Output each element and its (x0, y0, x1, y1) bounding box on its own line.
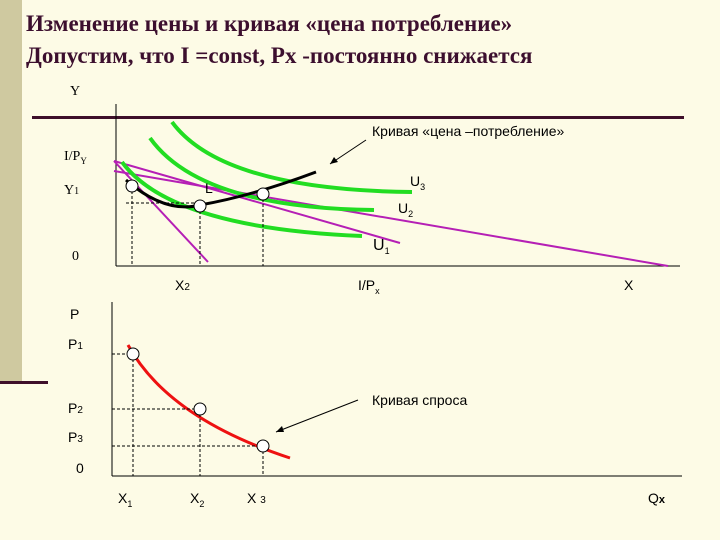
x3-bottom-sub: 3 (260, 495, 266, 506)
y1-text: Y (64, 183, 75, 198)
u2-sub: 2 (408, 208, 414, 219)
u3-sub: 3 (420, 181, 426, 192)
demand-point-1 (126, 347, 140, 361)
p3-text: P (68, 429, 78, 445)
u1-sub: 1 (384, 246, 390, 257)
demand-annotation: Кривая спроса (372, 392, 468, 408)
budget-line-2 (113, 160, 401, 244)
tangency-point-1 (125, 179, 139, 193)
tangency-point-3 (256, 187, 270, 201)
indifference-curve-u1 (120, 160, 363, 238)
indifference-curve-u2 (148, 136, 375, 212)
left-decor-strip (0, 0, 22, 382)
u1-label: U1 (373, 237, 390, 256)
budget-line-1 (113, 160, 209, 263)
x2-top-text: X (175, 277, 185, 293)
bottom-y-axis-label: P (70, 306, 80, 322)
budget-intercept-y-sub: Y (80, 155, 87, 166)
x3-bottom-label: X 3 (247, 490, 266, 506)
bottom-origin-label: 0 (76, 460, 84, 476)
pcc-annotation: Кривая «цена –потребление» (372, 123, 565, 139)
x2-top-label: X2 (175, 277, 190, 293)
x1-bottom-sub: 1 (127, 498, 133, 509)
u1-text: U (373, 237, 385, 254)
demand-point-2 (193, 402, 207, 416)
title-line-1: Изменение цены и кривая «цена потреблени… (26, 11, 513, 36)
budget-intercept-x-sub: x (375, 285, 380, 296)
u3-text: U (410, 173, 421, 189)
x2-bottom-label: X2 (190, 490, 204, 509)
top-x-axis-label: X (624, 277, 634, 293)
left-decor-line (0, 381, 48, 384)
p1-label: P1 (68, 336, 83, 352)
budget-line-3 (113, 170, 669, 267)
budget-intercept-y-text: I/P (64, 149, 81, 164)
p2-sub: 2 (77, 405, 83, 416)
u3-label: U3 (410, 173, 425, 192)
indifference-curve-u3 (170, 120, 413, 194)
p1-text: P (68, 336, 78, 352)
x2-bottom-sub: 2 (199, 498, 205, 509)
demand-arrowhead (276, 426, 284, 432)
p1-sub: 1 (77, 341, 83, 352)
title-divider (32, 116, 684, 119)
u2-label: U2 (398, 200, 413, 219)
slide-title: Изменение цены и кривая «цена потреблени… (26, 8, 716, 72)
tangency-point-2 (193, 199, 207, 213)
qx-text: Q (648, 490, 659, 506)
pcc-arrowhead (330, 157, 338, 164)
bottom-x-axis-label: Qx (648, 490, 665, 506)
p3-label: P3 (68, 429, 83, 445)
demand-point-3 (256, 439, 270, 453)
budget-intercept-x-text: I/P (358, 277, 376, 293)
p2-text: P (68, 400, 78, 416)
y1-label: Y1 (64, 183, 79, 199)
x1-bottom-label: X1 (118, 490, 132, 509)
p2-label: P2 (68, 400, 83, 416)
title-line-2: Допустим, что I =const, Px -постоянно сн… (26, 43, 533, 68)
budget-intercept-y-label: I/PY (64, 149, 87, 166)
x2-bottom-text: X (190, 490, 200, 506)
p3-sub: 3 (77, 434, 83, 445)
top-y-axis-label: Y (70, 84, 81, 99)
qx-sub: x (658, 494, 666, 506)
demand-annotation-arrow (275, 399, 359, 433)
top-origin-label: 0 (72, 249, 79, 264)
x2-top-sub: 2 (184, 282, 190, 293)
point-l-label: L (205, 180, 213, 196)
y1-sub: 1 (74, 186, 80, 197)
x3-bottom-text: X (247, 490, 257, 506)
u2-text: U (398, 200, 409, 216)
x1-bottom-text: X (118, 490, 128, 506)
budget-intercept-x-label: I/Px (358, 277, 380, 296)
